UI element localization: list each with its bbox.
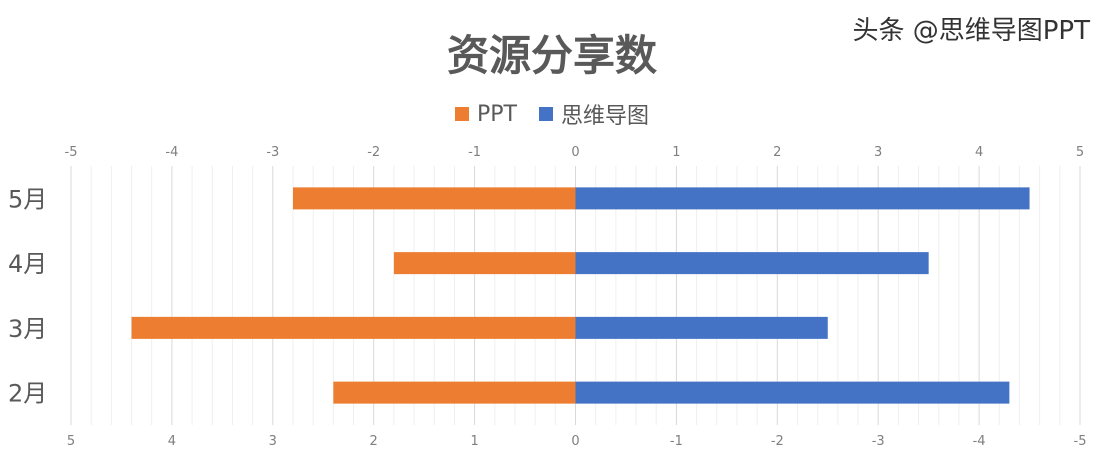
top-tick-label: 2 <box>773 145 781 160</box>
bar-mindmap <box>575 252 929 275</box>
bottom-tick-label: -5 <box>1074 434 1087 449</box>
bottom-tick-label: 2 <box>370 434 378 449</box>
top-tick-label: -1 <box>468 145 481 160</box>
bar-ppt <box>131 316 576 339</box>
category-label: 4月 <box>8 250 47 278</box>
bottom-tick-label: -4 <box>973 434 986 449</box>
legend-item-ppt: PPT <box>455 98 517 130</box>
legend: PPT 思维导图 <box>0 98 1104 130</box>
top-tick-label: -3 <box>266 145 279 160</box>
bottom-tick-label: -3 <box>872 434 885 449</box>
bottom-tick-label: 1 <box>470 434 478 449</box>
watermark: 头条 @思维导图PPT <box>852 16 1090 46</box>
top-tick-label: 4 <box>975 145 983 160</box>
legend-label-ppt: PPT <box>477 101 517 127</box>
bottom-tick-label: 3 <box>269 434 277 449</box>
bottom-tick-label: -1 <box>670 434 683 449</box>
legend-item-mindmap: 思维导图 <box>538 98 649 130</box>
bar-mindmap <box>575 187 1030 210</box>
top-tick-label: 0 <box>571 145 579 160</box>
bottom-tick-label: -2 <box>771 434 784 449</box>
legend-swatch-ppt <box>455 107 469 121</box>
top-tick-label: 5 <box>1076 145 1084 160</box>
bar-mindmap <box>575 316 828 339</box>
top-tick-label: -4 <box>165 145 178 160</box>
top-tick-label: 1 <box>672 145 680 160</box>
top-tick-label: 3 <box>874 145 882 160</box>
top-tick-label: -2 <box>367 145 380 160</box>
bar-ppt <box>333 381 576 404</box>
legend-label-mindmap: 思维导图 <box>560 104 649 129</box>
bar-mindmap <box>575 381 1010 404</box>
bar-ppt <box>292 187 576 210</box>
bar-ppt <box>393 252 576 275</box>
category-label: 5月 <box>8 185 47 213</box>
bottom-tick-label: 4 <box>168 434 176 449</box>
category-label: 3月 <box>8 315 47 343</box>
legend-swatch-mindmap <box>538 107 553 121</box>
chart-title: 资源分享数 <box>446 31 657 80</box>
bottom-tick-label: 0 <box>571 434 579 449</box>
top-tick-label: -5 <box>65 145 78 160</box>
category-label: 2月 <box>8 380 47 408</box>
bottom-tick-label: 5 <box>67 434 75 449</box>
